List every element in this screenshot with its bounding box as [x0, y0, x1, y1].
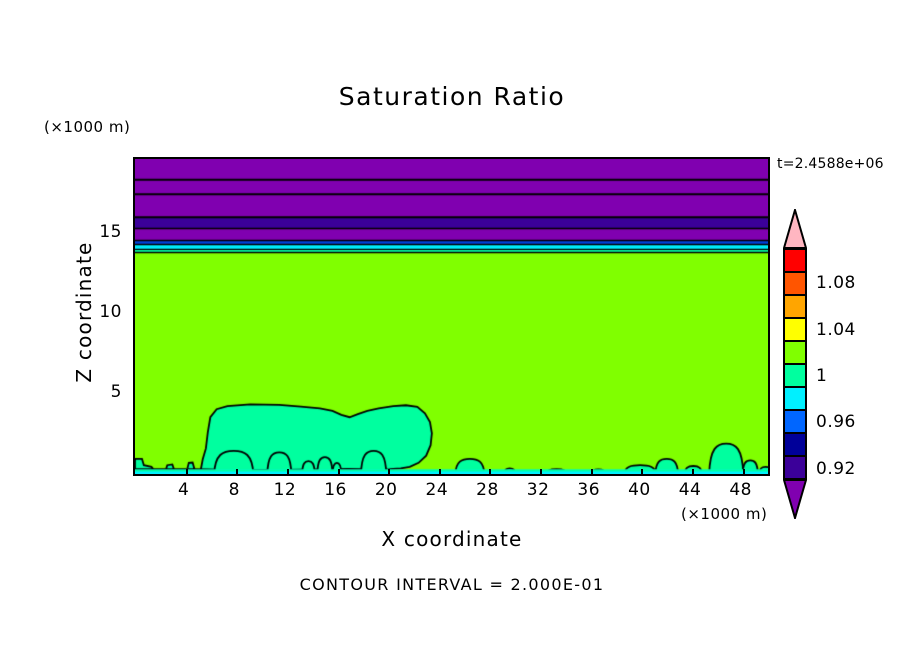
x-axis-tick: [185, 472, 188, 474]
colorbar-tick-label: 0.96: [816, 412, 856, 433]
x-tick-label: 24: [425, 480, 449, 500]
colorbar-band: [785, 365, 805, 388]
time-annotation: t=2.4588e+06: [777, 156, 884, 172]
colorbar-top-arrow-cap: [783, 209, 807, 249]
x-axis-tick: [742, 469, 745, 474]
colorbar-tick-label: 1.08: [816, 273, 856, 294]
x-axis-tick: [286, 472, 289, 474]
colorbar-band: [785, 434, 805, 457]
x-axis-tick: [388, 469, 391, 474]
x-axis-tick: [438, 469, 441, 474]
page-title: Saturation Ratio: [338, 82, 566, 111]
y-tick-label: 10: [99, 302, 122, 323]
y-axis-units-label: (×1000 m): [44, 118, 131, 136]
x-tick-label: 20: [374, 480, 398, 500]
x-tick-label: 40: [628, 480, 651, 500]
x-axis-tick: [236, 472, 239, 474]
y-tick-label: 15: [99, 222, 122, 243]
colorbar-bottom-arrow-cap: [783, 479, 807, 519]
x-axis-tick: [337, 472, 340, 474]
x-axis-tick: [337, 469, 340, 474]
x-axis-tick: [185, 469, 188, 474]
x-axis-tick: [489, 469, 492, 474]
x-axis-tick: [590, 472, 593, 474]
x-axis-tick: [236, 469, 239, 474]
colorbar-band: [785, 319, 805, 342]
x-tick-label: 8: [228, 480, 240, 500]
contour-plot-area: 0.80: [133, 157, 770, 476]
colorbar-tick-label: 1.04: [816, 319, 856, 340]
x-axis-tick: [590, 469, 593, 474]
colorbar-band: [785, 457, 805, 478]
x-axis-tick: [388, 472, 391, 474]
colorbar-tick-label: 1: [816, 366, 828, 387]
x-tick-label: 32: [526, 480, 550, 500]
contour-interval-caption: CONTOUR INTERVAL = 2.000E-01: [299, 575, 605, 594]
contour-field-canvas: [135, 159, 768, 474]
x-tick-label: 16: [324, 480, 347, 500]
x-axis-tick: [438, 472, 441, 474]
x-axis-tick: [692, 469, 695, 474]
x-axis-title: X coordinate: [381, 527, 523, 551]
x-axis-tick: [540, 469, 543, 474]
x-axis-tick: [641, 472, 644, 474]
x-tick-label: 48: [729, 480, 752, 500]
x-tick-label: 12: [273, 480, 297, 500]
x-axis-tick: [489, 472, 492, 474]
x-tick-label: 4: [177, 480, 190, 500]
colorbar-band: [785, 342, 805, 365]
colorbar-band: [785, 411, 805, 434]
colorbar-band: [785, 388, 805, 411]
colorbar-tick-label: 0.92: [816, 458, 856, 479]
x-axis-tick: [742, 472, 745, 474]
colorbar-band: [785, 250, 805, 273]
y-tick-label: 5: [110, 382, 122, 403]
x-tick-label: 28: [476, 480, 499, 500]
colorbar-band: [785, 273, 805, 296]
colorbar[interactable]: [783, 248, 807, 480]
x-tick-label: 36: [577, 480, 601, 500]
colorbar-band: [785, 296, 805, 319]
x-axis-tick: [286, 469, 289, 474]
x-axis-tick: [540, 472, 543, 474]
x-tick-label: 44: [678, 480, 702, 500]
x-axis-tick: [641, 469, 644, 474]
x-axis-units-label: (×1000 m): [681, 505, 768, 523]
x-axis-tick: [692, 472, 695, 474]
